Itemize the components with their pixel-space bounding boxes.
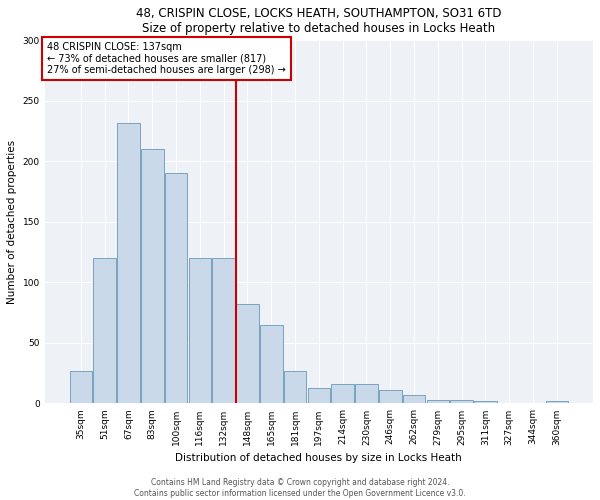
- X-axis label: Distribution of detached houses by size in Locks Heath: Distribution of detached houses by size …: [175, 453, 462, 463]
- Bar: [427, 400, 449, 404]
- Bar: [70, 371, 92, 404]
- Bar: [165, 174, 187, 404]
- Bar: [260, 325, 283, 404]
- Text: Contains HM Land Registry data © Crown copyright and database right 2024.
Contai: Contains HM Land Registry data © Crown c…: [134, 478, 466, 498]
- Bar: [355, 384, 378, 404]
- Bar: [474, 401, 497, 404]
- Bar: [451, 400, 473, 404]
- Bar: [212, 258, 235, 404]
- Text: 48 CRISPIN CLOSE: 137sqm
← 73% of detached houses are smaller (817)
27% of semi-: 48 CRISPIN CLOSE: 137sqm ← 73% of detach…: [47, 42, 286, 76]
- Bar: [236, 304, 259, 404]
- Bar: [188, 258, 211, 404]
- Bar: [308, 388, 330, 404]
- Title: 48, CRISPIN CLOSE, LOCKS HEATH, SOUTHAMPTON, SO31 6TD
Size of property relative : 48, CRISPIN CLOSE, LOCKS HEATH, SOUTHAMP…: [136, 7, 502, 35]
- Bar: [403, 395, 425, 404]
- Bar: [141, 149, 164, 404]
- Bar: [545, 401, 568, 404]
- Bar: [117, 122, 140, 404]
- Y-axis label: Number of detached properties: Number of detached properties: [7, 140, 17, 304]
- Bar: [94, 258, 116, 404]
- Bar: [331, 384, 354, 404]
- Bar: [284, 371, 307, 404]
- Bar: [379, 390, 401, 404]
